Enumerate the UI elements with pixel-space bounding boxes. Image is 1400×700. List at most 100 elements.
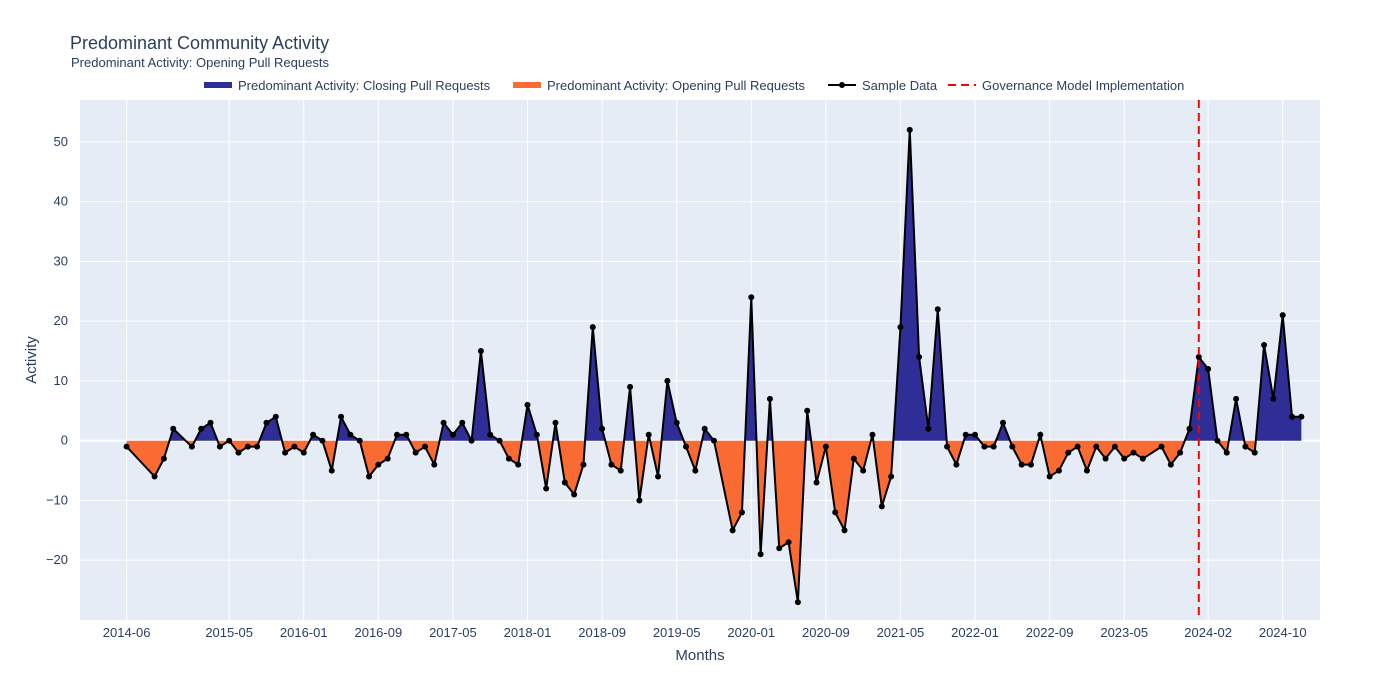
- data-point: [431, 461, 438, 468]
- data-point: [1083, 467, 1090, 474]
- data-point: [692, 467, 699, 474]
- data-point: [981, 443, 988, 450]
- data-point: [403, 431, 410, 438]
- data-point: [897, 324, 904, 331]
- data-point: [599, 425, 606, 432]
- data-point: [198, 425, 205, 432]
- data-point: [244, 443, 251, 450]
- data-point: [1121, 455, 1128, 462]
- y-tick-label: −10: [46, 492, 68, 507]
- legend-label: Predominant Activity: Closing Pull Reque…: [238, 78, 491, 93]
- x-tick-label: 2016-09: [354, 625, 402, 640]
- data-point: [738, 509, 745, 516]
- data-point: [496, 437, 503, 444]
- data-point: [375, 461, 382, 468]
- data-point: [571, 491, 578, 498]
- legend-marker: [839, 82, 845, 88]
- data-point: [291, 443, 298, 450]
- data-point: [300, 449, 307, 456]
- chart-title: Predominant Community Activity: [70, 33, 330, 53]
- data-point: [636, 497, 643, 504]
- data-point: [226, 437, 233, 444]
- x-tick-label: 2024-10: [1259, 625, 1307, 640]
- data-point: [841, 527, 848, 534]
- data-point: [263, 419, 270, 426]
- data-point: [487, 431, 494, 438]
- data-point: [1251, 449, 1258, 456]
- data-point: [813, 479, 820, 486]
- legend-label: Sample Data: [862, 78, 938, 93]
- data-point: [1279, 312, 1286, 319]
- legend-label: Governance Model Implementation: [982, 78, 1184, 93]
- data-point: [1261, 342, 1268, 349]
- data-point: [776, 545, 783, 552]
- data-point: [524, 401, 531, 408]
- data-point: [1074, 443, 1081, 450]
- x-tick-label: 2022-09: [1026, 625, 1074, 640]
- data-point: [990, 443, 997, 450]
- data-point: [1298, 413, 1305, 420]
- data-point: [160, 455, 167, 462]
- x-tick-label: 2022-01: [951, 625, 999, 640]
- data-point: [710, 437, 717, 444]
- data-point: [207, 419, 214, 426]
- data-point: [1000, 419, 1007, 426]
- data-point: [1177, 449, 1184, 456]
- data-point: [328, 467, 335, 474]
- data-point: [1158, 443, 1165, 450]
- data-point: [543, 485, 550, 492]
- data-point: [338, 413, 345, 420]
- data-point: [655, 473, 662, 480]
- y-tick-label: 0: [61, 433, 68, 448]
- y-tick-label: −20: [46, 552, 68, 567]
- x-axis-title: Months: [675, 647, 724, 664]
- data-point: [235, 449, 242, 456]
- data-point: [953, 461, 960, 468]
- data-point: [1065, 449, 1072, 456]
- data-point: [1167, 461, 1174, 468]
- data-point: [412, 449, 419, 456]
- legend-item: Sample Data: [828, 78, 938, 93]
- x-tick-label: 2018-09: [578, 625, 626, 640]
- y-tick-label: 10: [54, 373, 68, 388]
- data-point: [151, 473, 158, 480]
- data-point: [673, 419, 680, 426]
- legend-label: Predominant Activity: Opening Pull Reque…: [547, 78, 805, 93]
- data-point: [832, 509, 839, 516]
- data-point: [561, 479, 568, 486]
- data-point: [1093, 443, 1100, 450]
- data-point: [794, 599, 801, 606]
- legend-item: Predominant Activity: Closing Pull Reque…: [204, 78, 491, 93]
- data-point: [440, 419, 447, 426]
- legend-item: Governance Model Implementation: [948, 78, 1184, 93]
- y-tick-label: 50: [54, 134, 68, 149]
- data-point: [580, 461, 587, 468]
- x-tick-label: 2016-01: [280, 625, 328, 640]
- data-point: [804, 407, 811, 414]
- data-point: [552, 419, 559, 426]
- data-point: [1111, 443, 1118, 450]
- data-point: [608, 461, 615, 468]
- x-tick-label: 2023-05: [1100, 625, 1148, 640]
- data-point: [393, 431, 400, 438]
- data-point: [1139, 455, 1146, 462]
- data-point: [627, 383, 634, 390]
- data-point: [384, 455, 391, 462]
- data-point: [785, 539, 792, 546]
- data-point: [906, 126, 913, 133]
- data-point: [617, 467, 624, 474]
- legend-item: Predominant Activity: Opening Pull Reque…: [513, 78, 805, 93]
- data-point: [729, 527, 736, 534]
- y-tick-label: 20: [54, 313, 68, 328]
- x-tick-label: 2020-09: [802, 625, 850, 640]
- data-point: [421, 443, 428, 450]
- data-point: [505, 455, 512, 462]
- x-tick-label: 2014-06: [103, 625, 151, 640]
- data-point: [645, 431, 652, 438]
- data-point: [1046, 473, 1053, 480]
- data-point: [533, 431, 540, 438]
- data-point: [850, 455, 857, 462]
- plot-background: [80, 100, 1320, 620]
